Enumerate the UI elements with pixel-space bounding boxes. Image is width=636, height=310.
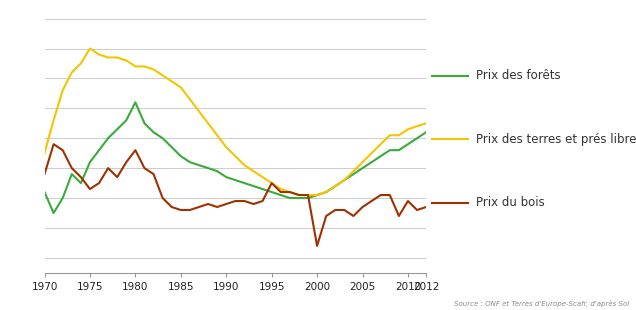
Text: Prix des terres et prés libres: Prix des terres et prés libres [476,133,636,146]
Text: Source : ONF et Terres d'Europe-Scafr, d'après Sol: Source : ONF et Terres d'Europe-Scafr, d… [454,300,630,307]
Text: Prix des forêts: Prix des forêts [476,69,560,82]
Text: Prix du bois: Prix du bois [476,196,544,209]
